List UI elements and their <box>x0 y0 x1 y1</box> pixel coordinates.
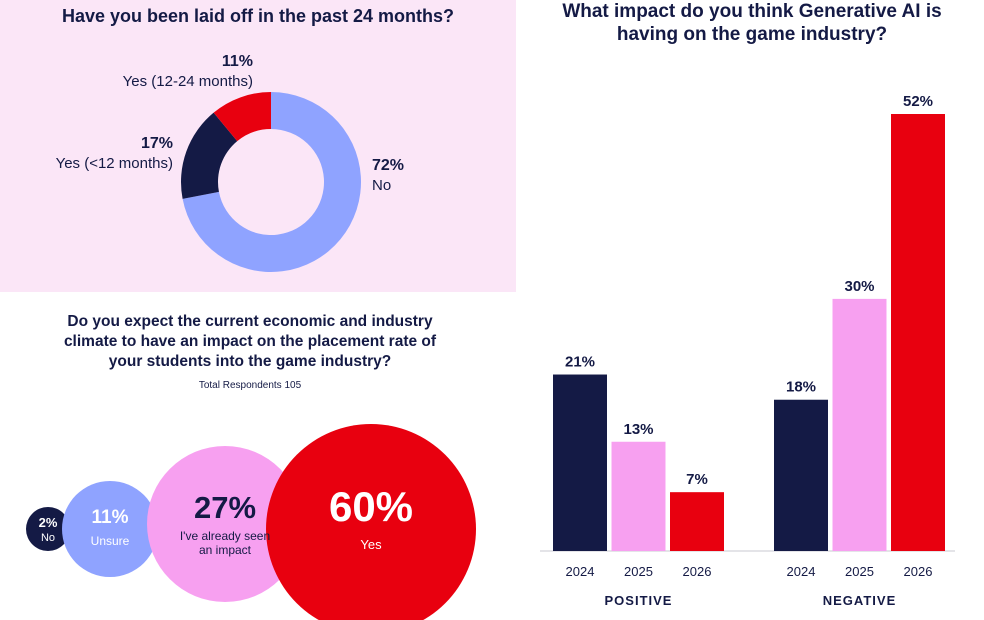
bar-year-label: 2026 <box>683 564 712 579</box>
bubble-pct: 2% <box>39 515 58 530</box>
donut-slice-no <box>182 92 361 273</box>
bar-value-label: 52% <box>903 93 933 110</box>
bar-positive-2025 <box>611 441 666 551</box>
bar-group-label: NEGATIVE <box>823 593 897 608</box>
donut-label-text: No <box>372 177 391 194</box>
bubble-i-ve-already-seen-an-impact <box>147 446 303 602</box>
donut-label-text: Yes (<12 months) <box>56 155 173 172</box>
bar-year-label: 2026 <box>904 564 933 579</box>
bar-negative-2026 <box>891 114 945 551</box>
bubble-pct: 11% <box>92 507 129 528</box>
bar-positive-2026 <box>670 492 724 551</box>
donut-label-pct: 11% <box>222 53 253 70</box>
bar-value-label: 30% <box>844 278 874 295</box>
bar-year-label: 2024 <box>787 564 816 579</box>
ai-impact-title: What impact do you think Generative AI i… <box>520 0 984 46</box>
bubble-pct: 60% <box>329 483 413 530</box>
ai-title-line: What impact do you think Generative AI i… <box>562 1 942 22</box>
bar-year-label: 2025 <box>624 564 653 579</box>
layoff-donut-chart: 72% No 17% Yes (<12 months) 11% Yes (12-24 mo… <box>56 53 404 273</box>
bar-year-label: 2024 <box>566 564 595 579</box>
placement-title-line: your students into the game industry? <box>108 353 392 370</box>
bubble-label: No <box>41 532 55 544</box>
bubble-unsure <box>62 481 158 577</box>
bubble-label: I've already seen <box>180 529 270 543</box>
bar-value-label: 18% <box>786 379 816 396</box>
bubble-label: an impact <box>199 543 252 557</box>
donut-label-pct: 72% <box>372 157 404 174</box>
ai-title-line: having on the game industry? <box>616 24 888 45</box>
bubble-label: Unsure <box>91 534 130 548</box>
bar-value-label: 13% <box>623 421 653 438</box>
bubble-label: Yes <box>360 537 382 552</box>
bar-negative-2025 <box>832 298 887 551</box>
bar-positive-2024 <box>553 374 607 551</box>
bubble-yes <box>266 424 476 620</box>
placement-title-line: Do you expect the current economic and i… <box>67 313 433 330</box>
bar-year-label: 2025 <box>845 564 874 579</box>
donut-label-pct: 17% <box>141 135 173 152</box>
bar-value-label: 7% <box>686 471 708 488</box>
placement-subtitle: Total Respondents 105 <box>198 380 302 391</box>
layoff-title: Have you been laid off in the past 24 mo… <box>61 6 455 26</box>
donut-label-text: Yes (12-24 months) <box>123 73 253 90</box>
donut-slice-yes-12-24-months- <box>213 92 271 142</box>
bubble-no <box>26 507 70 551</box>
placement-title: Do you expect the current economic and i… <box>40 312 460 372</box>
bar-negative-2024 <box>774 399 828 551</box>
donut-slice-yes-12-months- <box>181 112 238 199</box>
placement-title-line: climate to have an impact on the placeme… <box>63 333 437 350</box>
bar-value-label: 21% <box>565 354 595 371</box>
bubble-pct: 27% <box>194 490 256 525</box>
bar-group-label: POSITIVE <box>605 593 673 608</box>
